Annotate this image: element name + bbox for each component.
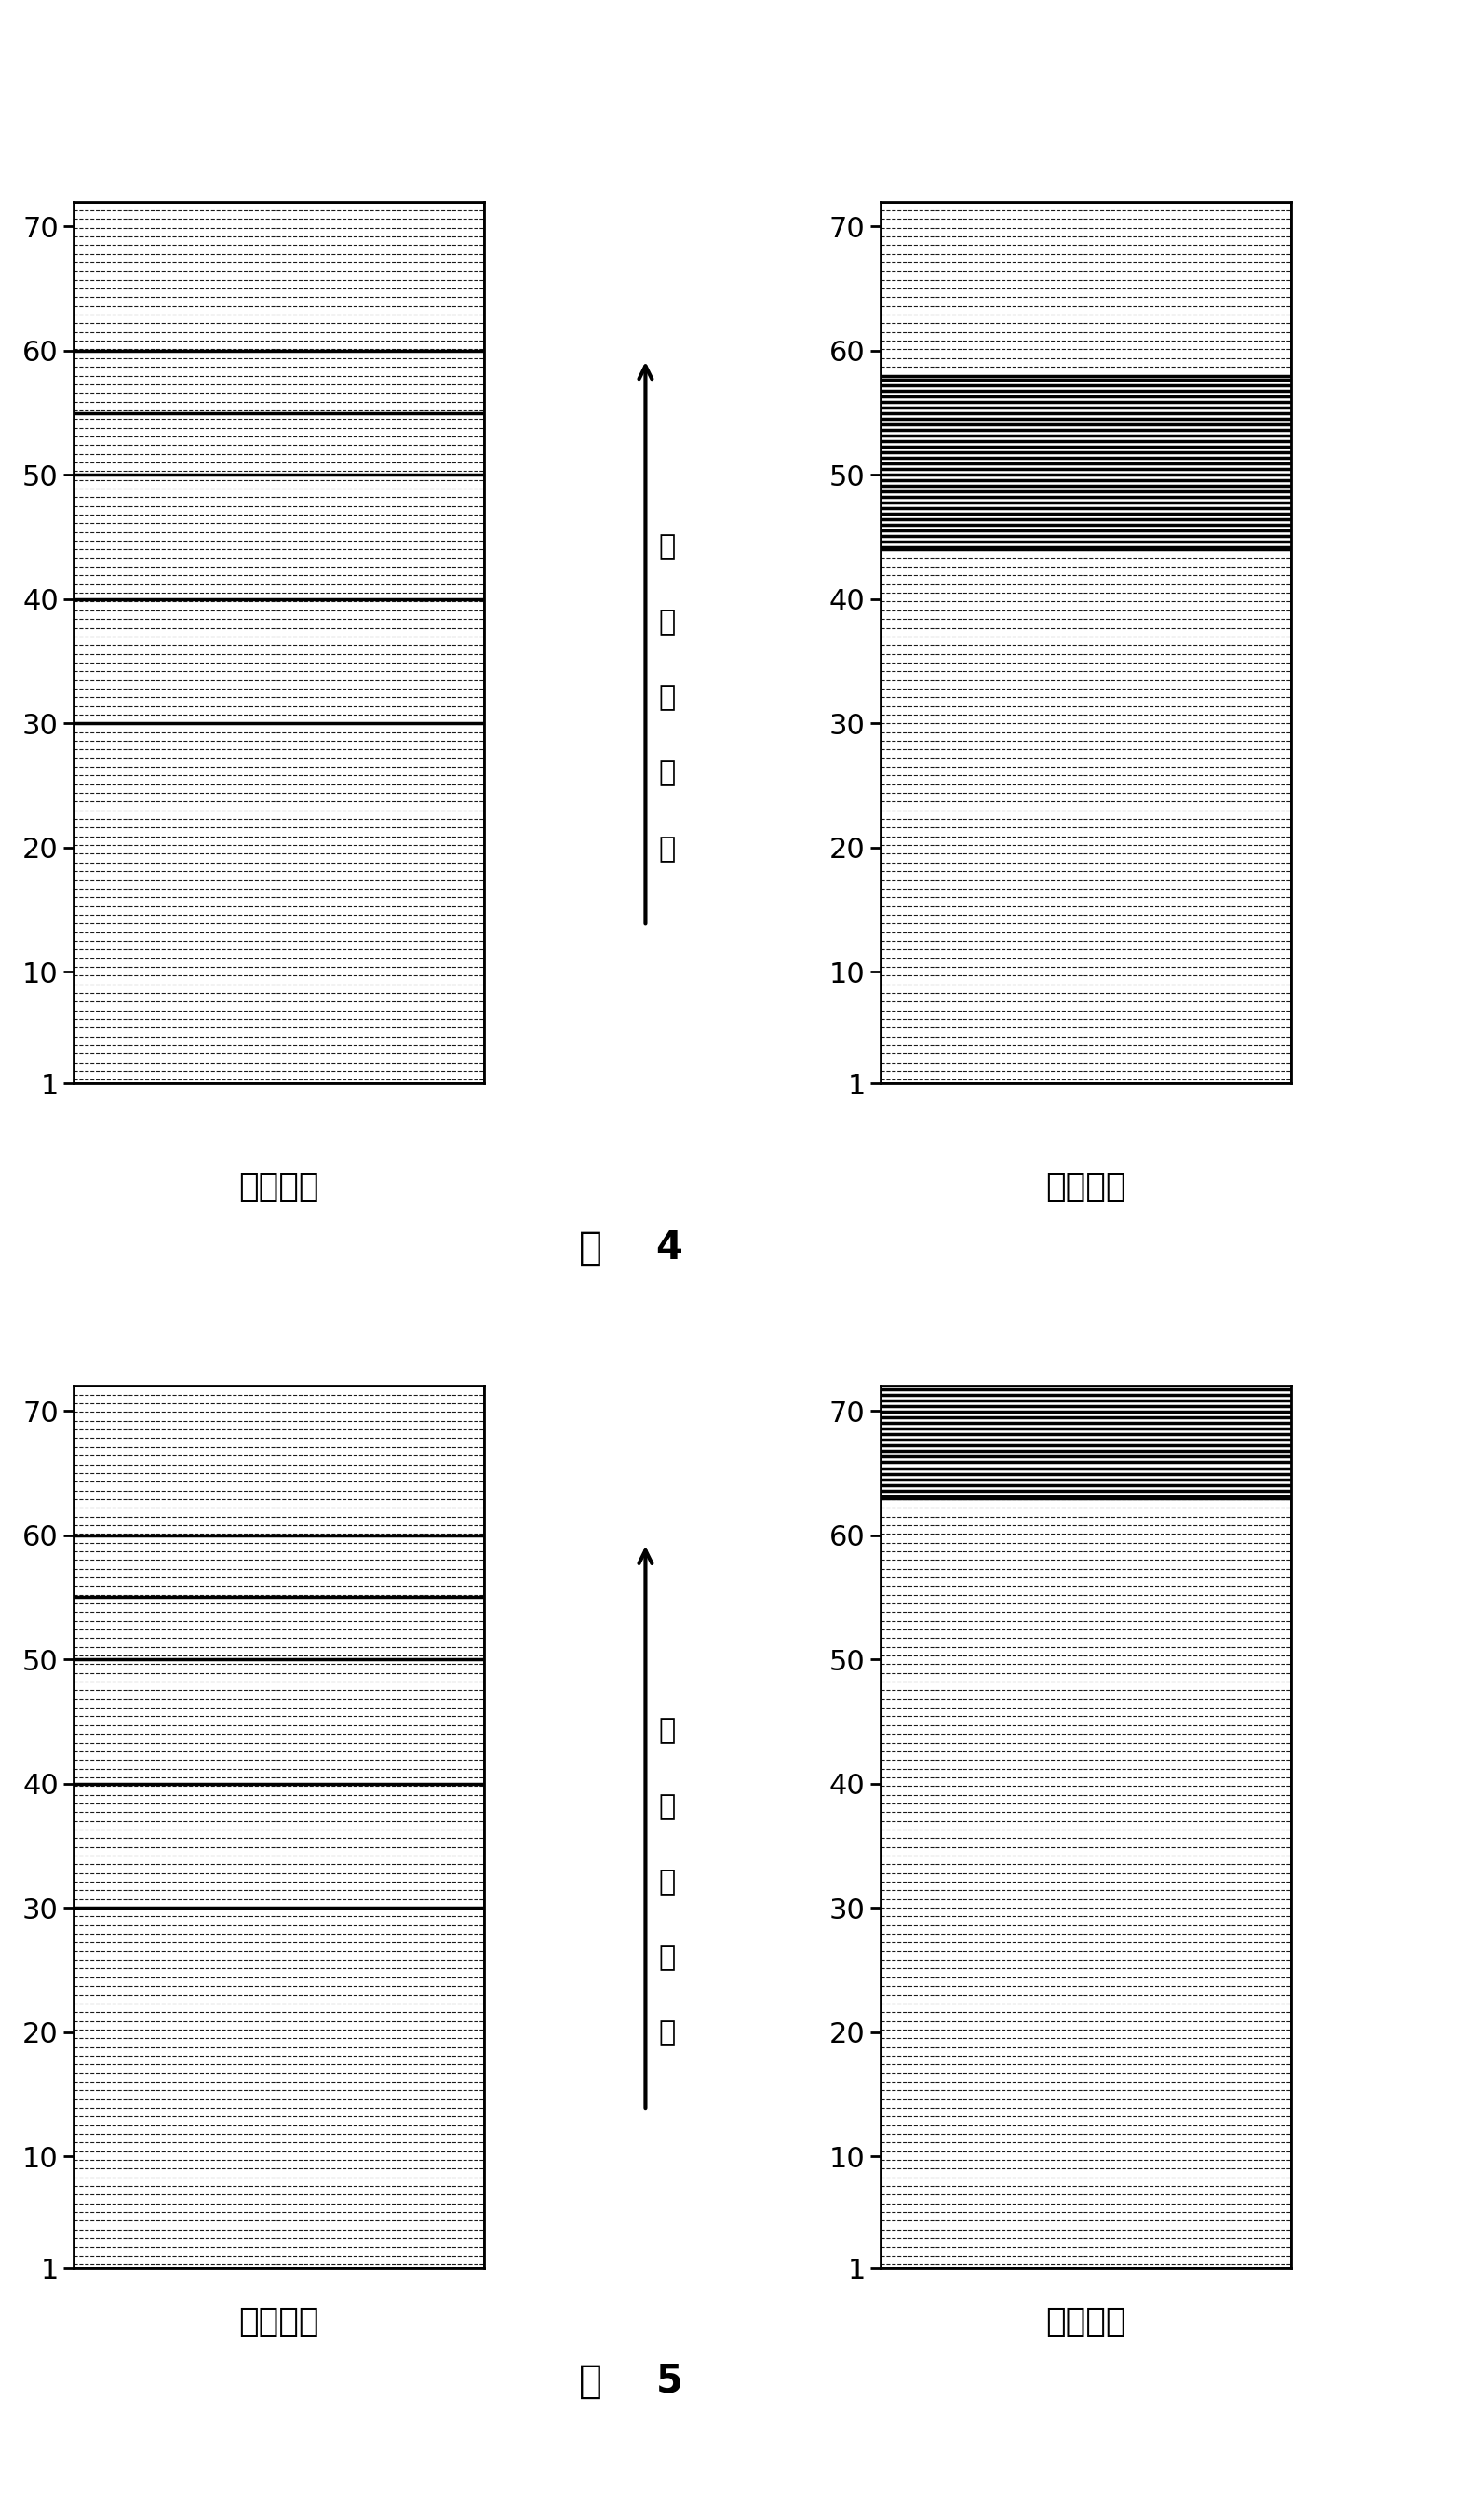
Text: 波: 波 <box>659 685 676 711</box>
Bar <box>880 375 1291 549</box>
Text: 子: 子 <box>659 534 676 559</box>
Text: 发送方向: 发送方向 <box>1046 2306 1125 2339</box>
Text: 编: 编 <box>659 761 676 786</box>
Text: 载: 载 <box>659 1794 676 1819</box>
Text: 号: 号 <box>659 837 676 862</box>
Text: 接收方向: 接收方向 <box>239 1172 318 1205</box>
Text: 图    4: 图 4 <box>579 1227 682 1268</box>
Text: 图    5: 图 5 <box>579 2361 682 2402</box>
Text: 发送方向: 发送方向 <box>1046 1172 1125 1205</box>
Text: 编: 编 <box>659 1945 676 1971</box>
Text: 号: 号 <box>659 2021 676 2046</box>
Text: 载: 载 <box>659 610 676 635</box>
Text: 接收方向: 接收方向 <box>239 2306 318 2339</box>
Text: 波: 波 <box>659 1870 676 1895</box>
Text: 子: 子 <box>659 1719 676 1744</box>
Bar <box>880 1386 1291 1497</box>
